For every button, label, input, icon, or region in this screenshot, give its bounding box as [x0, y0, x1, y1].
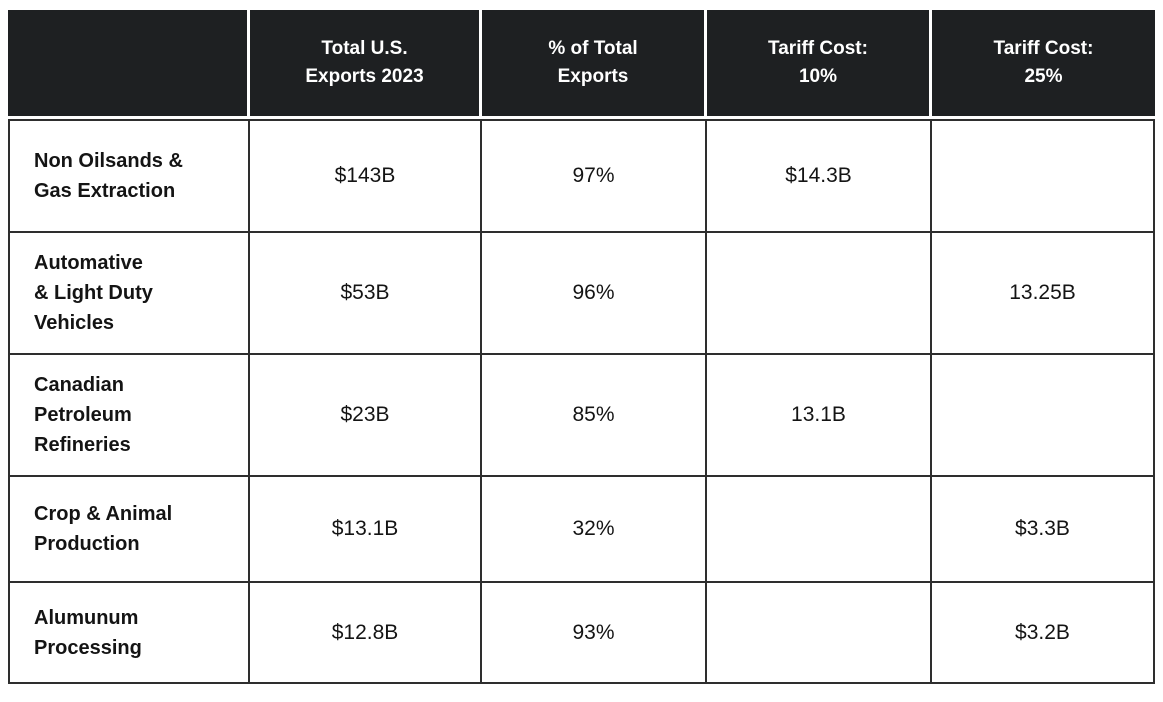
row-label-non-oilsands: Non Oilsands & Gas Extraction — [8, 119, 250, 233]
header-cell-tariff-10: Tariff Cost: 10% — [707, 10, 932, 119]
cell-tariff-10 — [707, 583, 932, 684]
table-row: Crop & Animal Production $13.1B 32% $3.3… — [8, 477, 1155, 583]
header-row: Total U.S. Exports 2023 % of Total Expor… — [8, 10, 1155, 119]
cell-tariff-10: $14.3B — [707, 119, 932, 233]
cell-total-exports: $53B — [250, 233, 482, 355]
row-label-crop-animal: Crop & Animal Production — [8, 477, 250, 583]
header-cell-blank — [8, 10, 250, 119]
cell-total-exports: $23B — [250, 355, 482, 477]
cell-tariff-25 — [932, 355, 1155, 477]
cell-tariff-25: 13.25B — [932, 233, 1155, 355]
row-label-petroleum: Canadian Petroleum Refineries — [8, 355, 250, 477]
header-cell-pct-exports: % of Total Exports — [482, 10, 707, 119]
cell-tariff-25 — [932, 119, 1155, 233]
table-row: Non Oilsands & Gas Extraction $143B 97% … — [8, 119, 1155, 233]
cell-pct-exports: 32% — [482, 477, 707, 583]
tariff-cost-table: Total U.S. Exports 2023 % of Total Expor… — [8, 10, 1155, 684]
cell-total-exports: $143B — [250, 119, 482, 233]
cell-tariff-10 — [707, 233, 932, 355]
cell-tariff-25: $3.3B — [932, 477, 1155, 583]
cell-pct-exports: 96% — [482, 233, 707, 355]
cell-total-exports: $13.1B — [250, 477, 482, 583]
row-label-aluminum: Alumunum Processing — [8, 583, 250, 684]
cell-tariff-10: 13.1B — [707, 355, 932, 477]
cell-pct-exports: 97% — [482, 119, 707, 233]
row-label-automotive: Automative & Light Duty Vehicles — [8, 233, 250, 355]
cell-pct-exports: 93% — [482, 583, 707, 684]
table-header: Total U.S. Exports 2023 % of Total Expor… — [8, 10, 1155, 119]
table-row: Automative & Light Duty Vehicles $53B 96… — [8, 233, 1155, 355]
cell-pct-exports: 85% — [482, 355, 707, 477]
table-row: Canadian Petroleum Refineries $23B 85% 1… — [8, 355, 1155, 477]
cell-tariff-25: $3.2B — [932, 583, 1155, 684]
table-row: Alumunum Processing $12.8B 93% $3.2B — [8, 583, 1155, 684]
table-body: Non Oilsands & Gas Extraction $143B 97% … — [8, 119, 1155, 684]
cell-tariff-10 — [707, 477, 932, 583]
header-cell-total-exports: Total U.S. Exports 2023 — [250, 10, 482, 119]
cell-total-exports: $12.8B — [250, 583, 482, 684]
header-cell-tariff-25: Tariff Cost: 25% — [932, 10, 1155, 119]
